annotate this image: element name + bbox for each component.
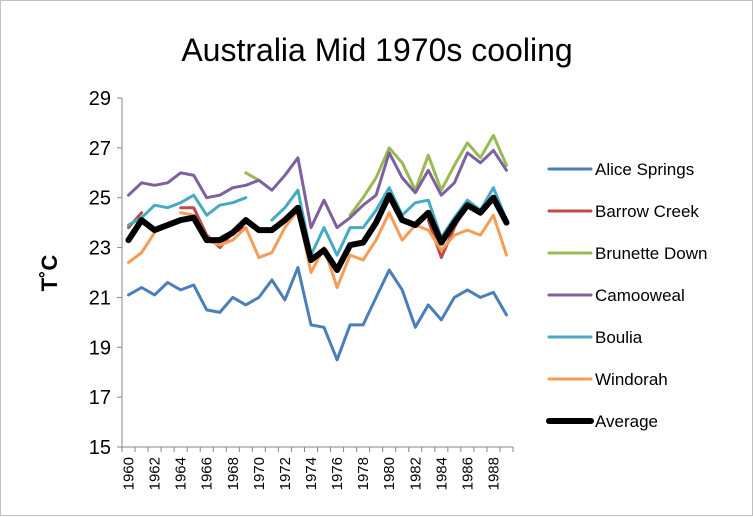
series-line [127, 266, 508, 362]
series-line [125, 192, 510, 273]
legend-label: Alice Springs [595, 160, 694, 179]
y-ticks: 15 17 19 21 23 25 27 29 [89, 88, 122, 459]
x-tick-label: 1972 [277, 457, 294, 490]
y-tick-label: 25 [89, 188, 111, 210]
y-tick-label: 21 [89, 287, 111, 309]
series-line [348, 133, 508, 217]
x-tick-label: 1984 [433, 457, 450, 490]
series-line [179, 208, 508, 289]
legend-label: Barrow Creek [595, 202, 699, 221]
y-tick-label: 29 [89, 88, 111, 110]
series-alice-springs [127, 266, 508, 362]
x-tick-label: 1966 [199, 457, 216, 490]
y-tick-label: 19 [89, 337, 111, 359]
x-tick-label: 1964 [173, 457, 190, 490]
legend: Alice Springs Barrow Creek Brunette Down Ca… [546, 160, 707, 431]
x-tick-label: 1960 [121, 457, 138, 490]
x-tick-label: 1968 [225, 457, 242, 490]
legend-label: Boulia [595, 328, 643, 347]
x-tick-label: 1980 [381, 457, 398, 490]
series-windorah [127, 208, 508, 289]
legend-label: Brunette Down [595, 244, 707, 263]
y-tick-label: 17 [89, 387, 111, 409]
x-tick-label: 1962 [147, 457, 164, 490]
x-tick-label: 1978 [355, 457, 372, 490]
series-average [125, 192, 510, 273]
y-tick-label: 23 [89, 238, 111, 260]
plot-area [122, 98, 513, 447]
legend-label: Average [595, 412, 658, 431]
y-tick-label: 15 [89, 437, 111, 459]
series-camooweal [127, 148, 508, 230]
y-axis-label: T˚C [37, 255, 62, 292]
x-tick-label: 1988 [485, 457, 502, 490]
series-line [127, 148, 508, 230]
x-ticks: 1960 1962 1964 1966 1968 1970 1972 1974 1976 1978… [121, 447, 514, 490]
series-line [127, 193, 248, 227]
series-brunette-down [244, 133, 508, 217]
x-tick-label: 1976 [329, 457, 346, 490]
x-tick-label: 1982 [407, 457, 424, 490]
series-line [244, 171, 261, 182]
series-layer [125, 133, 510, 362]
series-line [127, 231, 157, 264]
x-tick-label: 1970 [251, 457, 268, 490]
y-tick-label: 27 [89, 138, 111, 160]
legend-label: Camooweal [595, 286, 685, 305]
chart-title: Australia Mid 1970s cooling [181, 32, 572, 68]
x-tick-label: 1974 [303, 457, 320, 490]
x-tick-label: 1986 [459, 457, 476, 490]
legend-label: Windorah [595, 370, 668, 389]
